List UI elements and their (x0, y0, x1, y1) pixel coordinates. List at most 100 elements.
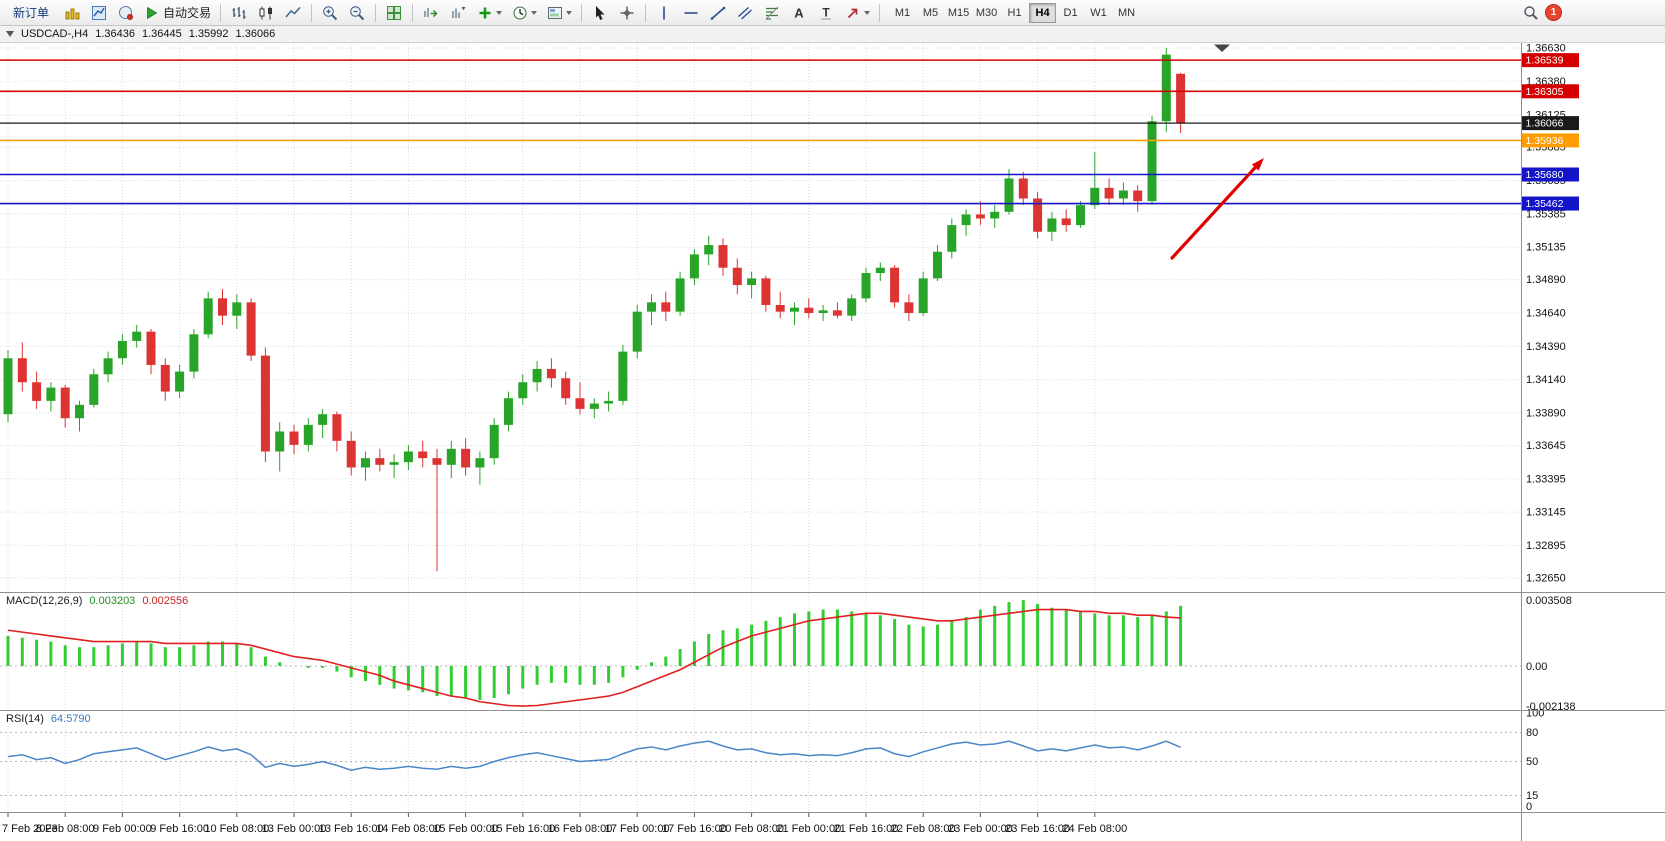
autotrade-play-icon (147, 6, 158, 19)
timeframe-button-m1[interactable]: M1 (889, 3, 916, 23)
crosshair-tool-button[interactable] (614, 2, 640, 24)
time-axis-label: 15 Feb 00:00 (433, 823, 498, 835)
autotrade-button[interactable]: 自动交易 (140, 2, 215, 24)
timeframe-button-d1[interactable]: D1 (1057, 3, 1084, 23)
new-order-button[interactable]: 新订单 (4, 2, 58, 24)
line-chart-mode-button[interactable] (280, 2, 306, 24)
economic-calendar-icon (119, 5, 134, 20)
price-line-label-box (1522, 196, 1579, 211)
trendline-tool-button[interactable] (705, 2, 731, 24)
candle (790, 307, 799, 312)
candle (818, 310, 828, 313)
timeframe-button-m15[interactable]: M15 (945, 3, 972, 23)
text-tool-button[interactable]: A (786, 2, 812, 24)
channel-tool-button[interactable] (732, 2, 758, 24)
toolbar-separator (412, 3, 414, 22)
horizontal-lines[interactable]: 1.36539 1.36305 1.36066 1.35936 1.35680 1.354… (0, 53, 1579, 211)
timeframe-button-m30[interactable]: M30 (973, 3, 1000, 23)
price-line-label: 1.36305 (1526, 86, 1564, 98)
candle (847, 298, 857, 316)
time-axis-label: 20 Feb 08:00 (719, 823, 784, 835)
macd-scale-label: 0.003508 (1526, 595, 1572, 607)
macd-signal-value: 0.002556 (142, 595, 189, 607)
chart-profiles-button[interactable] (86, 2, 112, 24)
timeframe-button-h4[interactable]: H4 (1029, 2, 1057, 23)
periods-button[interactable] (507, 2, 541, 24)
candle (518, 382, 528, 399)
price-line-label-box (1522, 116, 1579, 131)
candlestick-mode-button[interactable] (253, 2, 279, 24)
candle (375, 458, 385, 465)
toolbar-separator (581, 3, 583, 22)
price-line-label: 1.35462 (1526, 198, 1564, 210)
chart-shift-button[interactable] (445, 2, 471, 24)
candle (1004, 178, 1014, 212)
auto-scroll-button[interactable] (418, 2, 444, 24)
price-scale-label: 1.33890 (1526, 407, 1566, 419)
collapse-icon[interactable] (6, 31, 14, 37)
chart-canvas[interactable]: 1.366301.363801.361251.358851.356351.353… (0, 26, 1665, 841)
rsi-scale-label: 0 (1526, 801, 1532, 813)
candle (689, 254, 699, 279)
candle (1018, 178, 1028, 199)
economic-calendar-button[interactable] (113, 2, 139, 24)
candle (203, 298, 213, 335)
time-axis-label: 21 Feb 16:00 (834, 823, 899, 835)
zoom-in-button[interactable] (317, 2, 343, 24)
cursor-icon (596, 5, 605, 20)
text-label-icon: T (821, 5, 832, 19)
search-button[interactable] (1518, 2, 1544, 24)
add-indicator-button[interactable] (472, 2, 506, 24)
time-axis-label: 14 Feb 08:00 (376, 823, 441, 835)
timeframe-button-h1[interactable]: H1 (1001, 3, 1028, 23)
time-axis-label: 17 Feb 00:00 (605, 823, 670, 835)
candle (489, 424, 499, 459)
candlestick-chart-icon (259, 6, 273, 19)
vertical-line-tool-button[interactable] (651, 2, 677, 24)
templates-button[interactable] (542, 2, 576, 24)
timeframe-button-w1[interactable]: W1 (1085, 3, 1112, 23)
candle (661, 302, 671, 312)
candle (303, 424, 313, 445)
candle (1104, 187, 1114, 199)
price-scale[interactable]: 1.366301.363801.361251.358851.356351.353… (1526, 43, 1576, 814)
bar-chart-mode-button[interactable] (226, 2, 252, 24)
rsi-line (7, 740, 1181, 772)
timeframe-button-mn[interactable]: MN (1113, 3, 1140, 23)
horizontal-line-tool-button[interactable] (678, 2, 704, 24)
new-chart-button[interactable] (59, 2, 85, 24)
candle (275, 431, 285, 452)
tile-windows-button[interactable] (381, 2, 407, 24)
cursor-tool-button[interactable] (587, 2, 613, 24)
candle (947, 225, 957, 252)
horizontal-line-icon (684, 11, 698, 14)
notifications-badge[interactable]: 1 (1545, 4, 1562, 21)
candle (775, 305, 785, 312)
trend-arrow-annotation[interactable] (1170, 158, 1264, 260)
fibonacci-tool-button[interactable] (759, 2, 785, 24)
candle (1118, 190, 1128, 199)
candle (1090, 187, 1100, 206)
candle (132, 331, 142, 341)
candle (103, 358, 113, 375)
rsi-scale-label: 15 (1526, 790, 1538, 802)
timeframe-button-m5[interactable]: M5 (917, 3, 944, 23)
candle (175, 371, 185, 392)
price-scale-label: 1.34140 (1526, 374, 1566, 386)
candle (332, 414, 342, 441)
periods-clock-icon (513, 6, 527, 19)
candle (918, 278, 928, 313)
candle (890, 267, 900, 303)
vertical-line-icon (663, 6, 665, 19)
candle (761, 278, 771, 306)
chart-shift-marker[interactable] (1214, 44, 1230, 53)
svg-text:T: T (822, 5, 830, 19)
candle (260, 355, 270, 452)
arrows-tool-button[interactable] (840, 2, 874, 24)
candle (17, 358, 27, 383)
trendline-icon (710, 6, 726, 20)
zoom-out-button[interactable] (344, 2, 370, 24)
candle (804, 307, 814, 313)
text-label-tool-button[interactable]: T (813, 2, 839, 24)
